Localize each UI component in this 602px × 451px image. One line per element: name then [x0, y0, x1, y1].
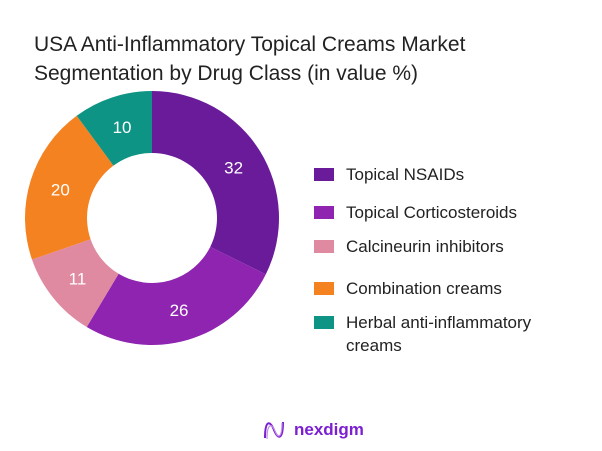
data-label: 20: [51, 180, 70, 199]
brand-name: nexdigm: [294, 420, 364, 439]
legend-label: Topical Corticosteroids: [346, 203, 518, 222]
nexdigm-wave-icon: [264, 421, 284, 440]
legend-swatch: [314, 206, 334, 219]
data-label: 11: [69, 270, 87, 289]
legend-swatch: [314, 168, 334, 181]
legend-label: Herbal anti-inflammatory creams: [346, 313, 532, 355]
legend-item: Topical Corticosteroids: [314, 201, 517, 224]
chart-title: USA Anti-Inflammatory Topical Creams Mar…: [34, 33, 466, 85]
slice-topical-corticosteroids: [86, 246, 266, 345]
legend-label: Calcineurin inhibitors: [346, 237, 504, 256]
slice-combination-creams: [25, 115, 114, 260]
slice-topical-nsaids: [152, 91, 280, 275]
legend-swatch: [314, 282, 334, 295]
legend-item: Topical NSAIDs: [314, 163, 464, 186]
slice-calcineurin-inhibitors: [31, 239, 119, 327]
data-label: 32: [224, 158, 243, 177]
legend-swatch: [314, 316, 334, 329]
legend-swatch: [314, 240, 334, 253]
slice-herbal-anti-inflammatory-creams: [76, 91, 152, 166]
nexdigm-logo: nexdigm: [262, 418, 364, 442]
legend-item: Calcineurin inhibitors: [314, 235, 504, 258]
data-label: 26: [170, 301, 189, 320]
legend-label: Topical NSAIDs: [346, 165, 465, 184]
legend-item: Herbal anti-inflammatory creams: [314, 311, 576, 357]
legend-item: Combination creams: [314, 277, 502, 300]
legend-label: Combination creams: [346, 279, 502, 298]
data-label: 10: [113, 118, 132, 137]
